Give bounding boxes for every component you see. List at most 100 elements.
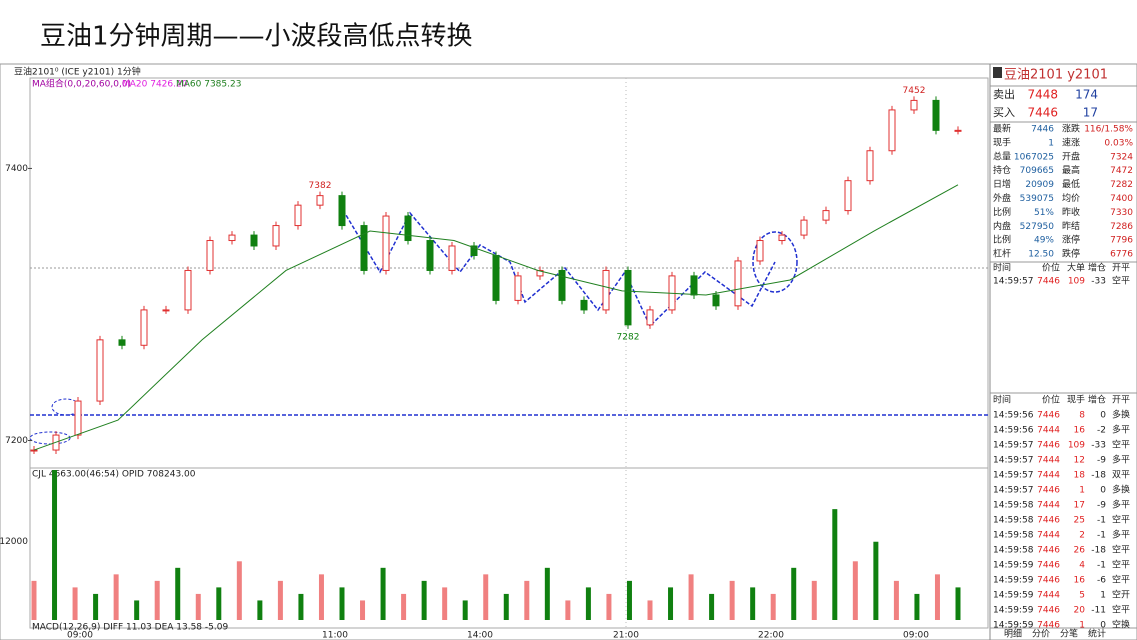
field-value: 1 — [1048, 138, 1054, 148]
tick-cell: 26 — [1074, 546, 1086, 556]
tick-cell: 多平 — [1112, 424, 1130, 436]
candle — [514, 275, 522, 301]
time-label: 09:00 — [903, 631, 929, 640]
field-value: 116/1.58% — [1084, 125, 1133, 135]
tick-cell: 1 — [1079, 621, 1085, 631]
tick-cell: 12 — [1074, 456, 1085, 466]
volume-bar — [709, 593, 715, 620]
table-header: 开平 — [1112, 395, 1130, 406]
volume-bar — [277, 580, 283, 620]
candle — [580, 299, 588, 311]
field-value: 0.03% — [1104, 138, 1133, 148]
chart-header: 豆油2101⁰ (ICE y2101) 1分钟 — [14, 66, 141, 78]
candle — [756, 240, 764, 262]
candle — [184, 269, 192, 311]
volume-bar — [626, 580, 632, 620]
contract-name: 豆油2101 y2101 — [1004, 68, 1108, 83]
field-label: 涨跌 — [1062, 124, 1080, 135]
tick-cell: 8 — [1079, 411, 1085, 421]
tick-cell: 多平 — [1112, 499, 1130, 511]
time-label: 21:00 — [613, 631, 639, 640]
table-header: 时间 — [993, 394, 1011, 406]
tick-cell: 1 — [1100, 591, 1106, 601]
volume-bar — [852, 561, 858, 620]
tick-cell: -2 — [1097, 426, 1106, 436]
volume-bar — [811, 580, 817, 620]
field-label: 内盘 — [993, 220, 1011, 232]
candle — [624, 269, 632, 326]
tick-cell: 7446 — [1037, 411, 1060, 421]
volume-pane — [29, 467, 989, 629]
field-label: 比例 — [993, 234, 1011, 246]
field-label: 总量 — [993, 150, 1011, 162]
field-value: 6776 — [1110, 250, 1133, 260]
y-tick-label: 7400 — [5, 164, 28, 174]
field-value: 7796 — [1110, 236, 1133, 246]
tick-cell: 18 — [1074, 471, 1086, 481]
field-label: 最高 — [1062, 164, 1080, 176]
volume-bar — [380, 567, 386, 620]
tick-cell: 7446 — [1037, 486, 1060, 496]
field-label: 均价 — [1062, 192, 1080, 204]
tick-cell: 14:59:59 — [993, 591, 1034, 601]
tick-cell: 16 — [1074, 576, 1086, 586]
candle — [360, 225, 368, 271]
tick-cell: 14:59:58 — [993, 546, 1034, 556]
candle — [272, 225, 280, 247]
tab[interactable]: 明细 — [1004, 628, 1022, 640]
candle — [954, 129, 962, 132]
tick-cell: -1 — [1097, 561, 1106, 571]
table-header: 大单 — [1067, 262, 1085, 274]
candle — [492, 254, 500, 301]
volume-bar — [360, 600, 366, 620]
tick-cell: 7446 — [1037, 561, 1060, 571]
tick-cell: 14:59:58 — [993, 531, 1034, 541]
candle — [602, 269, 610, 311]
field-value: 1067025 — [1014, 152, 1054, 162]
tick-cell: 14:59:56 — [993, 426, 1034, 436]
slide-title: 豆油1分钟周期——小波段高低点转换 — [40, 22, 473, 52]
macd-header: MACD(12,26,9) DIFF 11.03 DEA 13.58 -5.09 — [32, 623, 228, 633]
volume-bar — [873, 541, 879, 620]
tick-cell: -18 — [1091, 471, 1106, 481]
tick-cell: 25 — [1074, 516, 1085, 526]
volume-bar — [257, 600, 263, 620]
volume-bar — [483, 574, 489, 620]
tick-cell: 7444 — [1037, 456, 1060, 466]
field-value: 527950 — [1020, 222, 1055, 232]
candle — [778, 234, 786, 242]
tick-cell: 空平 — [1112, 574, 1130, 586]
volume-bar — [524, 580, 530, 620]
tick-cell: -33 — [1091, 441, 1106, 451]
tab[interactable]: 统计 — [1088, 628, 1106, 640]
candle — [382, 215, 390, 271]
ma60-line — [33, 184, 959, 451]
tick-cell: 17 — [1074, 501, 1085, 511]
volume-bar — [134, 600, 140, 620]
table-header: 现手 — [1067, 394, 1085, 406]
tick-cell: 7444 — [1037, 471, 1060, 481]
field-label: 开盘 — [1062, 150, 1080, 162]
tick-cell: -9 — [1097, 501, 1106, 511]
price-annotation: 7382 — [309, 181, 332, 191]
table-header: 增仓 — [1088, 394, 1106, 406]
tab[interactable]: 分价 — [1032, 629, 1050, 640]
candle — [558, 269, 566, 301]
field-label: 外盘 — [993, 192, 1011, 204]
candle — [338, 195, 346, 227]
field-value: 7472 — [1110, 166, 1133, 176]
tick-cell: 空平 — [1112, 439, 1130, 451]
quote-label: 卖出 — [993, 87, 1015, 101]
volume-bar — [52, 470, 58, 620]
candle — [206, 240, 214, 271]
tick-cell: -6 — [1097, 576, 1106, 586]
vol-tick-label: 12000 — [0, 537, 28, 547]
tab[interactable]: 分笔 — [1060, 628, 1078, 640]
big-order-cell: -33 — [1091, 277, 1106, 287]
quote-price: 7448 — [1027, 88, 1058, 102]
tick-cell: 多平 — [1112, 529, 1130, 541]
candle — [448, 245, 456, 271]
ma20: MA20 7426.20 — [122, 80, 188, 90]
tick-cell: 7446 — [1037, 606, 1060, 616]
